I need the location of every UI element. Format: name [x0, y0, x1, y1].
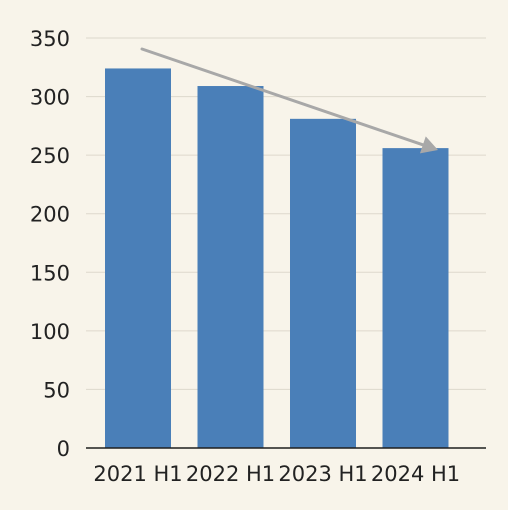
y-tick-label: 250: [30, 144, 70, 168]
x-tick-label: 2021 H1: [93, 462, 182, 486]
x-axis-labels: 2021 H1 2022 H1 2023 H1 2024 H1: [93, 462, 460, 486]
bar-2022-h1: [197, 86, 264, 449]
y-tick-label: 0: [57, 437, 70, 461]
x-tick-label: 2023 H1: [278, 462, 367, 486]
y-tick-label: 350: [30, 27, 70, 51]
bar-2023-h1: [290, 118, 356, 448]
y-tick-label: 100: [30, 320, 70, 344]
y-axis-ticks: 0 50 100 150 200 250 300 350: [30, 27, 70, 461]
bar-2024-h1: [382, 148, 449, 448]
y-tick-label: 200: [30, 203, 70, 227]
y-tick-label: 300: [30, 86, 70, 110]
trend-arrow: [140, 47, 438, 154]
y-tick-label: 50: [43, 378, 70, 402]
trend-arrow-shaft: [140, 47, 430, 149]
bar-2021-h1: [105, 68, 171, 448]
trend-arrow-head: [419, 136, 438, 154]
y-tick-label: 150: [30, 261, 70, 285]
x-tick-label: 2022 H1: [186, 462, 275, 486]
bars: [105, 68, 449, 449]
x-tick-label: 2024 H1: [371, 462, 460, 486]
